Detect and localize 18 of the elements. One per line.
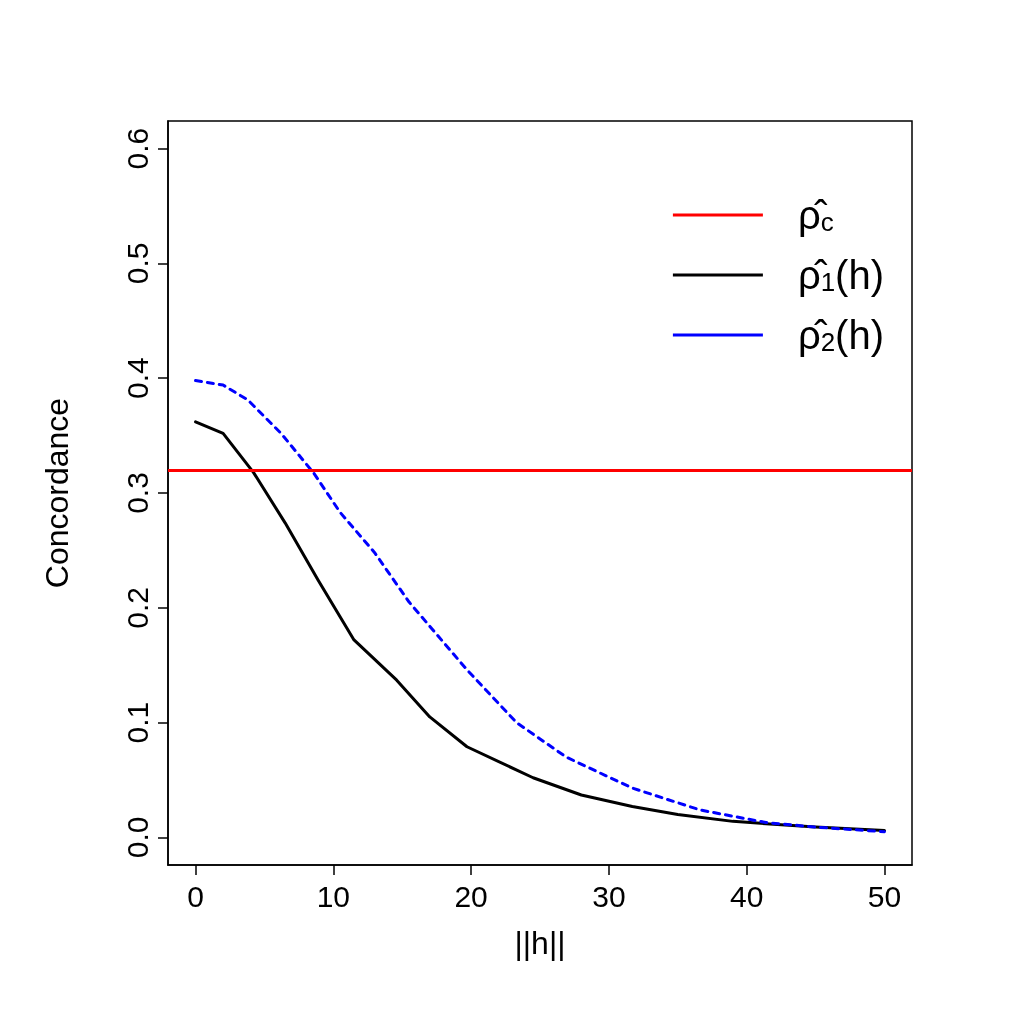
y-tick-label: 0.1 bbox=[120, 701, 154, 744]
x-tick-label: 0 bbox=[187, 879, 204, 913]
legend-label: ρ̂1(h) bbox=[797, 253, 884, 297]
y-axis-title: Concordance bbox=[39, 397, 75, 589]
y-tick-label: 0.3 bbox=[120, 472, 154, 514]
legend-label: ρ̂c bbox=[797, 193, 834, 237]
x-axis-title: ||h|| bbox=[514, 925, 566, 961]
y-tick-label: 0.4 bbox=[120, 357, 154, 400]
x-tick-label: 50 bbox=[867, 879, 902, 913]
x-tick-label: 20 bbox=[454, 879, 488, 913]
x-tick-label: 30 bbox=[592, 879, 626, 913]
x-tick-label: 40 bbox=[729, 879, 764, 913]
y-tick-label: 0.6 bbox=[120, 127, 154, 170]
y-tick-label: 0.0 bbox=[120, 816, 154, 859]
x-tick-label: 10 bbox=[316, 879, 351, 913]
y-tick-label: 0.5 bbox=[120, 242, 154, 285]
legend-label: ρ̂2(h) bbox=[797, 313, 884, 357]
y-tick-label: 0.2 bbox=[120, 586, 154, 629]
